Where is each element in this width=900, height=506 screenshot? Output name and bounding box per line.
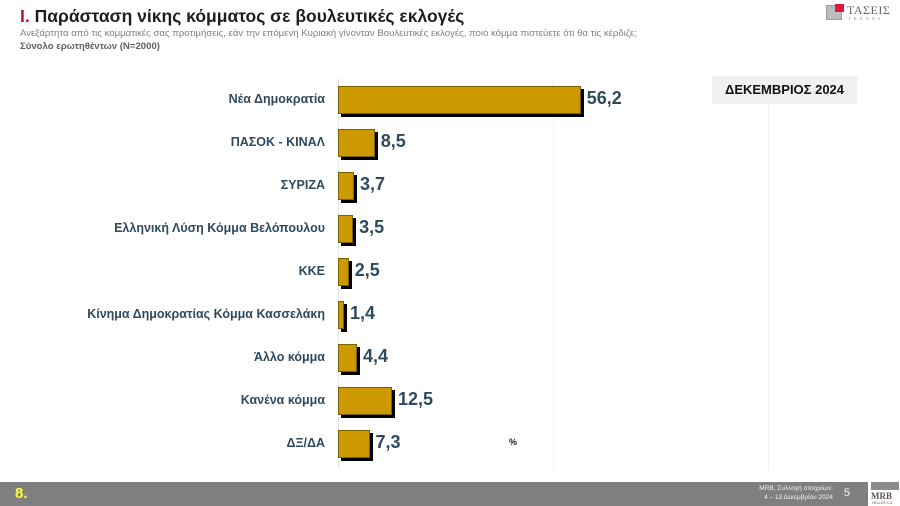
category-label: ΣΥΡΙΖΑ <box>280 178 325 192</box>
bar <box>338 430 370 458</box>
category-label: ΚΚΕ <box>298 264 325 278</box>
logo-name: ΤΑΣΕΙΣ <box>847 3 891 17</box>
gridline <box>768 80 769 470</box>
gridline <box>553 80 554 470</box>
chart-row: ΔΞ/ΔΑ 7,3 <box>0 430 900 460</box>
section-number: 8. <box>15 485 28 502</box>
source-note: MRB, Συλλογή στοιχείων: 4 – 13 Δεκεμβρίο… <box>759 484 833 502</box>
bar <box>338 172 354 200</box>
bar <box>338 301 345 329</box>
category-label: Ελληνική Λύση Κόμμα Βελόπουλου <box>114 221 325 235</box>
category-label: Κανένα κόμμα <box>240 393 325 407</box>
chart-row: Ελληνική Λύση Κόμμα Βελόπουλου 3,5 <box>0 215 900 245</box>
category-label: Κίνημα Δημοκρατίας Κόμμα Κασσελάκη <box>87 307 325 321</box>
value-label: 8,5 <box>380 131 406 151</box>
logo-red-square-icon <box>835 4 844 12</box>
sample-base: Σύνολο ερωτηθέντων (N=2000) <box>20 41 160 52</box>
value-label: 2,5 <box>354 260 380 280</box>
bar <box>338 215 354 243</box>
title-text: Παράσταση νίκης κόμματος σε βουλευτικές … <box>34 6 465 26</box>
bar <box>338 387 392 415</box>
source-line-1: MRB, Συλλογή στοιχείων: <box>759 485 833 492</box>
chart-row: ΠΑΣΟΚ - ΚΙΝΑΛ 8,5 <box>0 129 900 159</box>
value-label: 7,3 <box>375 432 401 452</box>
footer-bar: 8. MRB, Συλλογή στοιχείων: 4 – 13 Δεκεμβ… <box>0 482 868 506</box>
value-label: 3,7 <box>359 174 385 194</box>
slide-title: Ι. Παράσταση νίκης κόμματος σε βουλευτικ… <box>20 6 464 27</box>
category-label: ΠΑΣΟΚ - ΚΙΝΑΛ <box>230 135 325 149</box>
bar-chart: Νέα Δημοκρατία 56,2 ΠΑΣΟΚ - ΚΙΝΑΛ 8,5 ΣΥΡΙΖΑ… <box>0 70 900 470</box>
title-number: Ι. <box>20 6 30 26</box>
mrb-logo-text: MRB <box>871 491 892 501</box>
unit-label: % <box>509 437 518 447</box>
value-label: 56,2 <box>586 88 622 108</box>
taseis-trends-logo: ΤΑΣΕΙΣ TRENDS <box>826 3 896 22</box>
source-line-2: 4 – 13 Δεκεμβρίου 2024 <box>764 494 833 501</box>
category-label: Άλλο κόμμα <box>253 350 325 364</box>
bar <box>338 344 357 372</box>
logo-bar-icon <box>871 482 899 490</box>
value-label: 1,4 <box>350 303 376 323</box>
question-text: Ανεξάρτητα από τις κομματικές σας προτιμ… <box>20 28 638 39</box>
chart-row: Άλλο κόμμα 4,4 <box>0 344 900 374</box>
category-label: ΔΞ/ΔΑ <box>286 436 325 450</box>
mrb-logo-sub: HELLAS S.A. <box>872 501 894 505</box>
bar <box>338 86 581 114</box>
category-label: Νέα Δημοκρατία <box>228 92 325 106</box>
chart-row: Νέα Δημοκρατία 56,2 <box>0 86 900 116</box>
chart-row: Κίνημα Δημοκρατίας Κόμμα Κασσελάκη 1,4 <box>0 301 900 331</box>
logo-tagline: TRENDS <box>848 16 884 21</box>
value-label: 3,5 <box>359 217 385 237</box>
chart-row: ΣΥΡΙΖΑ 3,7 <box>0 172 900 202</box>
bar <box>338 258 349 286</box>
chart-row: ΚΚΕ 2,5 <box>0 258 900 288</box>
slide-number: 5 <box>843 487 850 499</box>
chart-row: Κανένα κόμμα 12,5 <box>0 387 900 417</box>
bar <box>338 129 375 157</box>
value-label: 4,4 <box>363 346 389 366</box>
period-badge: ΔΕΚΕΜΒΡΙΟΣ 2024 <box>712 76 857 104</box>
mrb-logo: MRB HELLAS S.A. <box>870 482 900 506</box>
value-label: 12,5 <box>398 389 434 409</box>
